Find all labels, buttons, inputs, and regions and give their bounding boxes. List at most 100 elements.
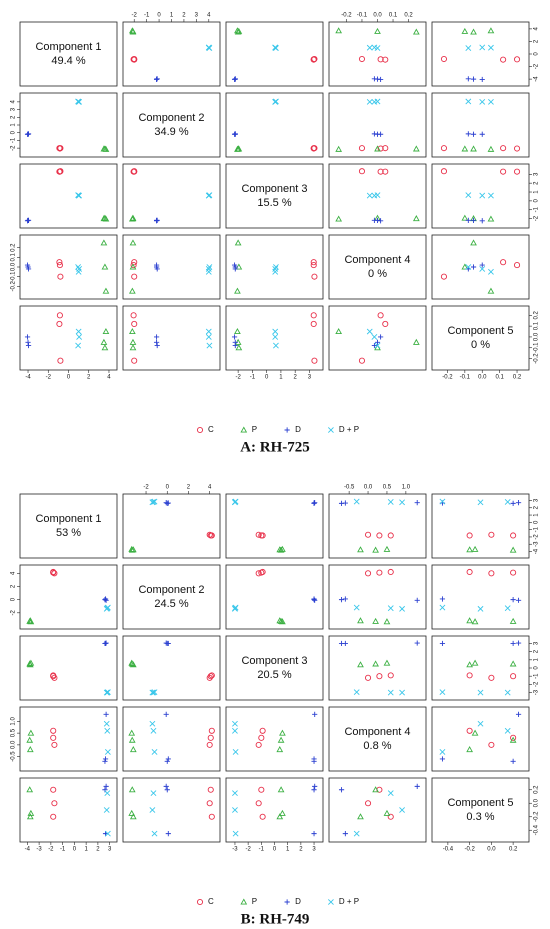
point <box>439 596 446 602</box>
point <box>513 56 521 63</box>
point <box>103 711 109 717</box>
point <box>259 568 266 576</box>
point <box>364 800 372 807</box>
legend-marker <box>284 427 290 433</box>
y-tick-label: 1.0 <box>11 717 17 726</box>
point <box>26 813 34 820</box>
point <box>310 312 317 319</box>
x-tick-label: -2 <box>245 847 251 853</box>
point <box>165 500 171 506</box>
point <box>272 328 279 335</box>
point <box>279 809 286 816</box>
legend-marker <box>240 426 248 433</box>
point <box>488 674 495 681</box>
point <box>76 334 83 340</box>
legend-marker <box>196 426 204 434</box>
point <box>102 758 108 764</box>
point <box>477 499 484 506</box>
x-tick-label: -0.2 <box>341 13 352 19</box>
point <box>335 327 343 335</box>
point <box>461 145 469 152</box>
y-tick-label: -0.1 <box>11 271 17 282</box>
point <box>50 727 57 734</box>
point <box>399 499 406 506</box>
point <box>279 729 286 736</box>
panel <box>122 777 221 843</box>
point <box>50 568 57 576</box>
panel <box>19 564 118 630</box>
point <box>153 262 160 268</box>
point <box>56 320 63 328</box>
panel <box>225 92 324 158</box>
x-tick-label: 0.0 <box>373 13 382 19</box>
point <box>364 674 372 681</box>
point <box>366 44 373 51</box>
panel <box>431 21 530 87</box>
point <box>500 56 507 63</box>
point <box>465 76 471 82</box>
x-tick-label: 4 <box>207 13 211 19</box>
point <box>465 217 471 223</box>
y-tick-label: 0 <box>534 52 540 56</box>
y-tick-label: 0.5 <box>11 728 17 737</box>
point <box>149 807 156 813</box>
y-tick-label: 0.2 <box>534 785 540 794</box>
x-tick-label: -0.1 <box>357 13 368 19</box>
point <box>149 689 156 696</box>
x-tick-label: -0.2 <box>464 847 475 853</box>
point <box>103 689 110 696</box>
panel <box>225 564 324 630</box>
point <box>128 287 136 294</box>
y-tick-label: 1 <box>11 123 17 127</box>
x-tick-label: -2 <box>132 13 138 19</box>
panel <box>225 635 324 701</box>
x-tick-label: -4 <box>25 847 31 853</box>
point <box>206 45 213 51</box>
point <box>377 312 384 319</box>
component-variance: 0 % <box>368 268 387 280</box>
point <box>25 339 31 345</box>
point <box>130 56 137 63</box>
point <box>461 214 469 221</box>
point <box>207 786 214 793</box>
point <box>131 320 138 328</box>
point <box>387 672 394 679</box>
point <box>273 98 279 105</box>
y-tick-label: 2 <box>534 39 540 43</box>
point <box>208 813 215 820</box>
y-tick-label: -4 <box>534 548 540 554</box>
x-tick-label: -0.1 <box>460 375 471 381</box>
point <box>477 689 484 696</box>
y-tick-label: -0.5 <box>11 751 17 762</box>
point <box>232 498 239 505</box>
point <box>255 570 262 577</box>
point <box>131 273 138 280</box>
x-tick-label: -1 <box>60 847 66 853</box>
panel <box>431 635 530 701</box>
point <box>358 357 366 364</box>
point <box>371 334 378 340</box>
point <box>255 741 262 748</box>
x-tick-label: -3 <box>36 847 42 853</box>
point <box>387 790 394 797</box>
y-tick-label: 0.1 <box>534 321 540 330</box>
y-tick-label: -1 <box>11 137 17 143</box>
point <box>102 327 110 335</box>
legend-label: P <box>252 897 257 906</box>
point <box>101 263 109 270</box>
x-tick-label: 0.2 <box>404 13 413 19</box>
panel <box>122 92 221 158</box>
y-tick-label: -4 <box>534 76 540 82</box>
point <box>311 273 318 280</box>
point <box>335 215 343 222</box>
point <box>234 327 241 335</box>
point <box>131 357 138 364</box>
point <box>102 597 108 603</box>
point <box>51 741 58 748</box>
x-tick-label: 0.2 <box>509 847 518 853</box>
point <box>153 339 160 345</box>
component-name: Component 4 <box>344 726 410 738</box>
legend-label: D + P <box>339 897 359 906</box>
point <box>372 660 379 667</box>
point <box>412 28 420 35</box>
